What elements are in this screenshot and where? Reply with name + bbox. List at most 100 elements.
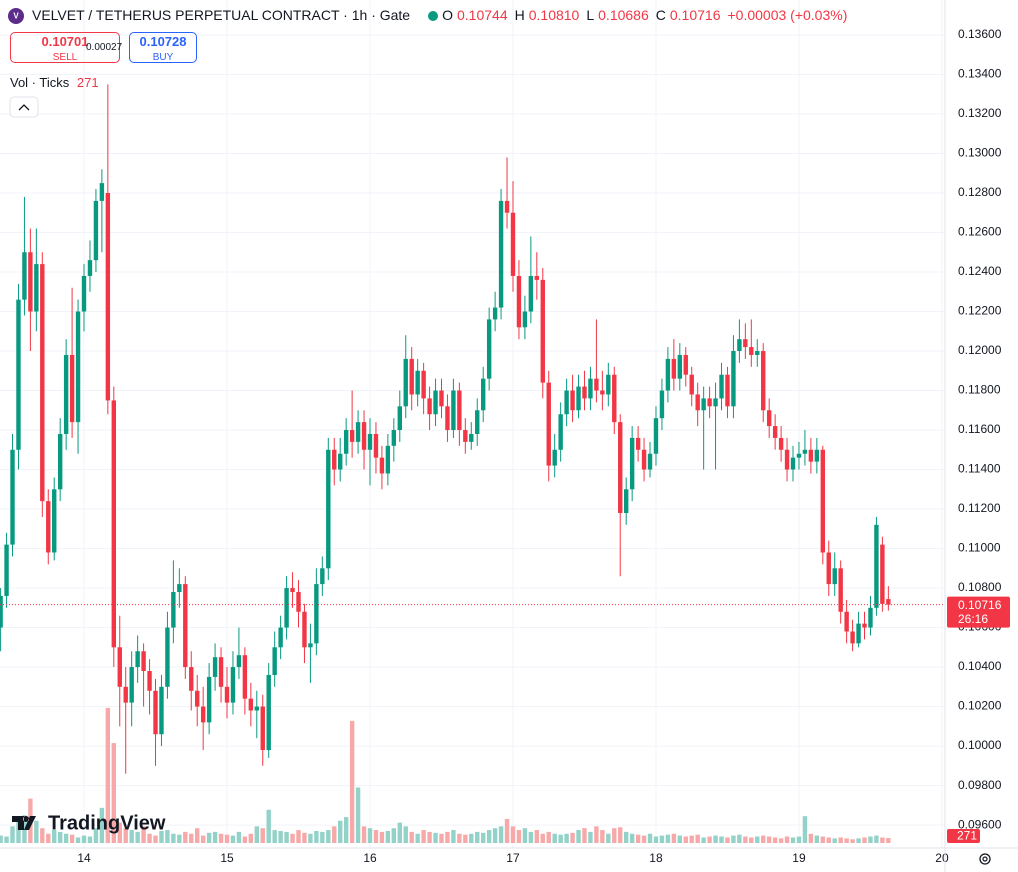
candle-body	[618, 422, 623, 513]
volume-bar	[504, 818, 510, 843]
candle-body	[492, 307, 498, 320]
volume-bar	[296, 830, 301, 843]
volume-bar	[123, 828, 128, 843]
volume-bar	[492, 828, 498, 843]
y-tick-label: 0.12600	[958, 225, 1002, 239]
candle-body	[224, 686, 230, 703]
candle-body	[749, 347, 754, 355]
candle-body	[355, 422, 361, 442]
candle-body	[349, 430, 355, 442]
candle-body	[403, 358, 408, 407]
candle-body	[385, 445, 391, 474]
volume-bar	[159, 830, 164, 843]
candle-body	[731, 351, 736, 407]
candle-body	[761, 351, 766, 411]
spread: 0.00027	[86, 42, 123, 53]
volume-bar	[254, 826, 259, 843]
candle-body	[397, 406, 402, 431]
candle-body	[558, 414, 563, 450]
candle-body	[582, 386, 587, 399]
candle-body	[16, 299, 21, 450]
candle-body	[284, 588, 289, 628]
x-tick-label: 14	[77, 851, 91, 865]
volume-bar	[528, 831, 534, 843]
candle-body	[242, 655, 248, 699]
candle-body	[778, 437, 784, 450]
volume-bar	[433, 832, 438, 843]
candle-body	[808, 449, 814, 462]
volume-bar	[725, 837, 730, 843]
candle-body	[451, 390, 456, 431]
candle-body	[0, 595, 3, 628]
volume-bar	[415, 833, 420, 843]
volume-bar	[355, 787, 361, 843]
volume-bar	[34, 820, 39, 843]
candle-body	[641, 449, 647, 470]
candle-body	[320, 568, 325, 585]
candle-body	[189, 667, 194, 691]
volume-bar	[10, 826, 15, 843]
y-tick-label: 0.13200	[958, 106, 1002, 120]
candle-body	[862, 623, 867, 628]
candle-body	[850, 631, 855, 644]
volume-bar	[475, 831, 480, 843]
volume-bar	[278, 830, 283, 843]
settings-icon[interactable]	[979, 853, 991, 865]
sell-button[interactable]: 0.10701 SELL	[10, 32, 120, 63]
candle-body	[4, 544, 9, 596]
chart-title: VELVET / TETHERUS PERPETUAL CONTRACT · 1…	[32, 7, 411, 23]
candle-body	[391, 430, 397, 446]
volume-bar	[397, 822, 402, 843]
volume-bar	[81, 835, 87, 843]
volume-bar	[338, 820, 343, 843]
candle-body	[522, 311, 528, 328]
volume-bar	[16, 818, 21, 843]
candle-body	[439, 390, 444, 407]
candle-body	[874, 524, 879, 608]
candle-body	[141, 651, 146, 672]
volume-bar	[480, 832, 486, 843]
volume-bar	[600, 830, 605, 843]
buy-button[interactable]: 0.10728 BUY	[129, 32, 197, 63]
legend-key: H	[514, 7, 525, 23]
volume-pane	[0, 707, 891, 843]
candle-body	[832, 568, 837, 585]
candle-body	[546, 382, 551, 466]
volume-bar	[52, 830, 57, 843]
volume-bar	[820, 836, 826, 843]
volume-bar	[683, 836, 688, 843]
candle-body	[623, 489, 629, 513]
candle-body	[612, 374, 617, 423]
volume-bar	[659, 835, 665, 843]
candle-body	[689, 374, 694, 395]
volume-bar	[635, 834, 641, 843]
candle-body	[22, 252, 27, 300]
volume-bar	[772, 837, 778, 843]
y-tick-label: 0.10800	[958, 580, 1002, 594]
volume-bar	[153, 835, 158, 843]
volume-bar	[332, 826, 337, 843]
volume-bar	[796, 836, 802, 843]
volume-bar	[784, 836, 790, 843]
volume-bar	[290, 833, 295, 843]
y-tick-label: 0.13000	[958, 146, 1002, 160]
candle-body	[576, 386, 581, 411]
candle-body	[34, 264, 39, 312]
volume-tag	[947, 829, 980, 843]
volume-bar	[349, 720, 355, 843]
candle-body	[695, 394, 700, 411]
volume-bar	[212, 831, 218, 843]
candle-body	[87, 260, 93, 276]
candle-body	[135, 651, 140, 668]
volume-bar	[57, 831, 63, 843]
candle-body	[171, 592, 176, 628]
candle-body	[81, 275, 87, 312]
candle-body	[427, 398, 432, 415]
candle-body	[540, 279, 545, 383]
volume-bar	[594, 826, 599, 843]
y-tick-label: 0.13600	[958, 27, 1002, 41]
volume-bar	[838, 837, 843, 843]
collapse-button[interactable]	[9, 96, 39, 118]
volume-bar	[570, 832, 575, 843]
